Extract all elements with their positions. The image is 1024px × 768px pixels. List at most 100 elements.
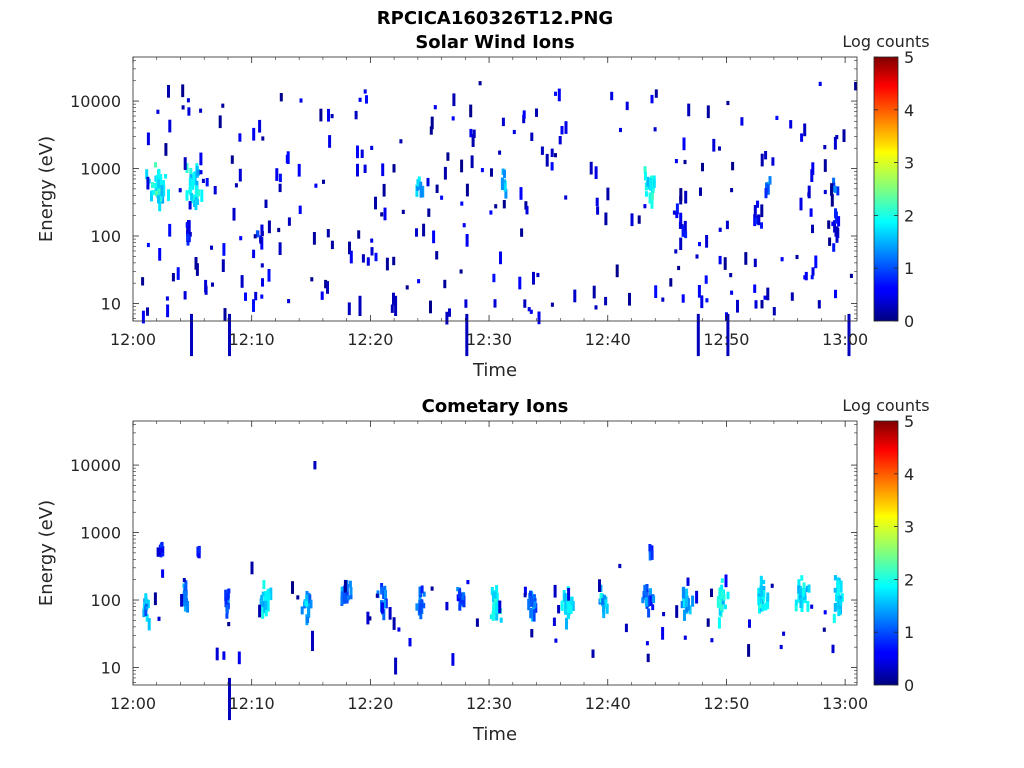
spectrogram-cell bbox=[360, 149, 364, 158]
spectrogram-cell bbox=[190, 193, 194, 201]
spectrogram-cell bbox=[408, 638, 412, 647]
spectrogram-cell bbox=[518, 276, 522, 290]
spectrogram-cell bbox=[729, 273, 733, 278]
spectrogram-cell bbox=[599, 593, 603, 603]
spectrogram-cell bbox=[648, 588, 652, 595]
spectrogram-cell bbox=[190, 313, 193, 357]
spectrogram-cell bbox=[567, 588, 571, 601]
spectrogram-cell bbox=[648, 591, 652, 601]
spectrogram-cell bbox=[550, 302, 554, 307]
spectrogram-cell bbox=[164, 174, 168, 179]
spectrogram-cell bbox=[419, 181, 423, 190]
colorbar-tick-label: 0 bbox=[904, 312, 914, 331]
spectrogram-cell bbox=[252, 299, 255, 312]
spectrogram-cell bbox=[545, 153, 549, 167]
spectrogram-cell bbox=[255, 230, 259, 238]
spectrogram-cell bbox=[182, 601, 186, 607]
colorbar-tick-label: 1 bbox=[904, 259, 914, 278]
spectrogram-cell bbox=[430, 586, 434, 591]
spectrogram-cell bbox=[383, 599, 387, 609]
spectrogram-cell bbox=[807, 185, 811, 199]
spectrogram-cell bbox=[674, 159, 678, 164]
spectrogram-cell bbox=[195, 189, 198, 195]
spectrogram-cell bbox=[721, 597, 725, 605]
spectrogram-cell bbox=[789, 120, 793, 129]
spectrogram-cell bbox=[380, 583, 384, 590]
spectrogram-cell bbox=[725, 220, 729, 230]
spectrogram-cell bbox=[697, 285, 701, 298]
spectrogram-cell bbox=[401, 209, 405, 214]
spectrogram-cell bbox=[226, 593, 230, 601]
spectrogram-cell bbox=[762, 586, 766, 593]
spectrogram-cell bbox=[185, 222, 189, 228]
spectrogram-cell bbox=[187, 220, 191, 233]
spectrogram-cell bbox=[532, 271, 535, 285]
spectrogram-cell bbox=[161, 191, 165, 204]
spectrogram-cell bbox=[187, 107, 191, 116]
spectrogram-cell bbox=[182, 591, 186, 604]
x-tick-label: 12:40 bbox=[585, 694, 631, 713]
spectrogram-cell bbox=[685, 588, 689, 600]
spectrogram-cell bbox=[184, 580, 188, 593]
spectrogram-cell bbox=[264, 199, 268, 208]
spectrogram-cell bbox=[343, 579, 347, 593]
x-tick-label: 12:40 bbox=[585, 330, 631, 349]
spectrogram-cell bbox=[494, 204, 498, 209]
spectrogram-cell bbox=[529, 607, 533, 619]
spectrogram-cell bbox=[192, 172, 196, 184]
spectrogram-cell bbox=[591, 649, 595, 658]
spectrogram-cell bbox=[724, 574, 728, 588]
spectrogram-cell bbox=[432, 230, 436, 244]
spectrogram-cell bbox=[753, 205, 757, 218]
spectrogram-cell bbox=[262, 580, 266, 590]
spectrogram-cell bbox=[566, 611, 570, 620]
spectrogram-cell bbox=[261, 278, 264, 287]
spectrogram-cell bbox=[650, 94, 654, 104]
colorbar-tick-label: 2 bbox=[904, 570, 914, 589]
figure-title: RPCICA160326T12.PNG bbox=[377, 8, 613, 29]
spectrogram-cell bbox=[151, 190, 155, 196]
spectrogram-cell bbox=[705, 298, 709, 303]
spectrogram-cell bbox=[797, 585, 801, 594]
spectrogram-cell bbox=[759, 575, 763, 587]
x-tick-label: 12:20 bbox=[347, 330, 393, 349]
spectrogram-cell bbox=[164, 143, 168, 156]
spectrogram-cell bbox=[223, 308, 227, 321]
spectrogram-cell bbox=[644, 597, 648, 607]
spectrogram-cell bbox=[726, 100, 730, 106]
spectrogram-cell bbox=[519, 187, 523, 200]
spectrogram-cell bbox=[683, 159, 687, 165]
spectrogram-cell bbox=[722, 593, 726, 601]
spectrogram-cell bbox=[228, 677, 231, 721]
y-tick-label: 10 bbox=[101, 294, 121, 313]
spectrogram-cell bbox=[299, 98, 303, 103]
spectrogram-cell bbox=[420, 599, 424, 608]
spectrogram-cell bbox=[234, 183, 238, 188]
spectrogram-cell bbox=[222, 243, 226, 256]
spectrogram-cell bbox=[695, 254, 699, 259]
spectrogram-cell bbox=[683, 598, 687, 607]
spectrogram-cell bbox=[833, 575, 837, 581]
spectrogram-cell bbox=[370, 145, 374, 150]
x-tick-label: 12:50 bbox=[703, 694, 749, 713]
spectrogram-cell bbox=[535, 108, 538, 117]
spectrogram-cell bbox=[758, 600, 762, 609]
spectrogram-cell bbox=[645, 641, 649, 646]
panel-solar-wind: Solar Wind Ions 12:00 12:10 12:20 12:30 12:40… bbox=[36, 32, 930, 381]
spectrogram-cell bbox=[718, 587, 722, 599]
spectrogram-cell bbox=[811, 267, 815, 276]
spectrogram-cell bbox=[730, 290, 734, 295]
spectrogram-cell bbox=[145, 614, 149, 622]
spectrogram-cell bbox=[161, 569, 165, 578]
spectrogram-cell bbox=[327, 108, 330, 122]
x-tick-label: 12:20 bbox=[347, 694, 393, 713]
spectrogram-cell bbox=[445, 311, 449, 325]
spectrogram-cell bbox=[452, 93, 456, 107]
spectrogram-cell bbox=[839, 599, 843, 606]
spectrogram-cell bbox=[772, 307, 776, 316]
spectrogram-cell bbox=[540, 146, 544, 155]
spectrogram-cell bbox=[375, 593, 379, 598]
y-tick-label: 1000 bbox=[80, 160, 121, 179]
spectrogram-cell bbox=[285, 154, 289, 164]
spectrogram-cell bbox=[330, 240, 334, 250]
